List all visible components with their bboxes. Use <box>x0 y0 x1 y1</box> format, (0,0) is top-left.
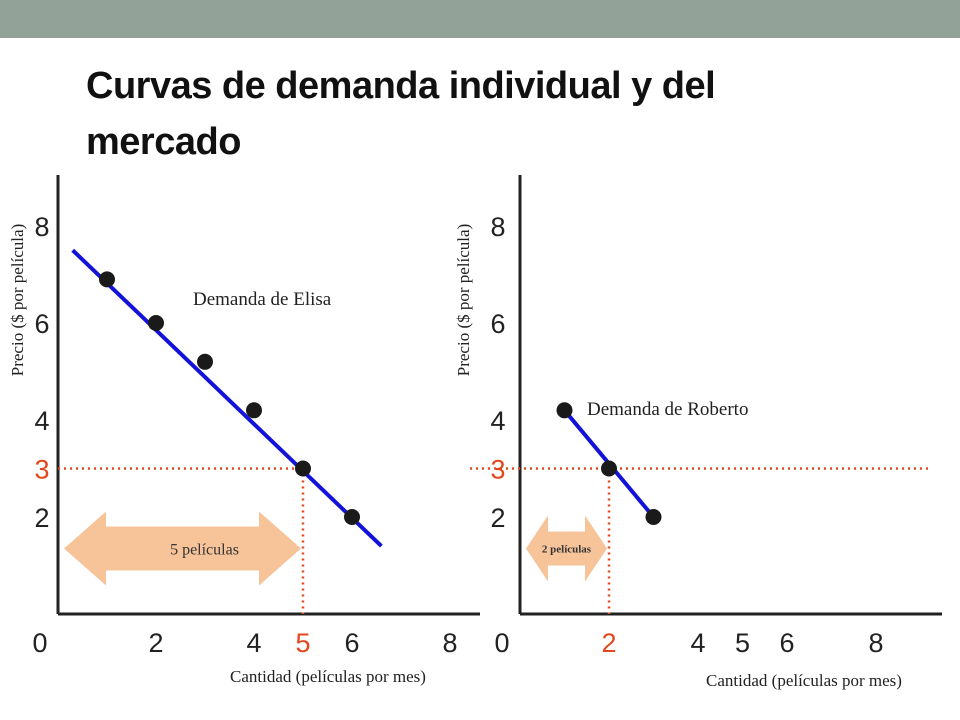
x-tick-label: 5 <box>295 628 310 658</box>
slide-top-bar <box>0 0 960 38</box>
x-tick-label: 2 <box>601 628 616 658</box>
y-tick-label: 4 <box>34 406 49 436</box>
y-tick-label: 8 <box>490 212 505 242</box>
demand-point <box>148 315 164 331</box>
y-tick-label: 4 <box>490 406 505 436</box>
demand-curve-label: Demanda de Elisa <box>193 289 332 310</box>
y-tick-label: 2 <box>34 503 49 533</box>
y-tick-label: 3 <box>34 455 49 485</box>
demand-point <box>344 509 360 525</box>
x-tick-label: 8 <box>868 628 883 658</box>
x-tick-label: 6 <box>344 628 359 658</box>
demand-curve-label: Demanda de Roberto <box>587 399 748 420</box>
y-tick-label: 8 <box>34 212 49 242</box>
quantity-arrow-label: 2 películas <box>542 544 592 556</box>
demand-point <box>99 271 115 288</box>
y-tick-label: 3 <box>490 455 505 485</box>
demand-curve <box>71 248 383 548</box>
slide-title: Curvas de demanda individual y del merca… <box>86 65 716 163</box>
demand-point <box>246 402 262 419</box>
demand-point <box>645 509 662 525</box>
demand-point <box>601 460 617 477</box>
x-axis-label: Cantidad (películas por mes) <box>230 667 426 686</box>
x-axis-label: Cantidad (películas por mes) <box>706 671 902 690</box>
quantity-arrow-label: 5 películas <box>170 542 239 559</box>
y-tick-label: 6 <box>34 309 49 339</box>
demand-point <box>556 402 573 419</box>
demand-panel-1: 2 3 4 6 8 0 2 4 5 6 8 Cantidad (películas por mes) P… <box>8 175 480 686</box>
y-tick-label: 6 <box>490 309 505 339</box>
y-axis-label: Precio ($ por película) <box>454 224 473 376</box>
x-tick-label: 4 <box>690 628 705 658</box>
x-tick-label: 0 <box>494 628 509 658</box>
x-tick-label: 2 <box>148 628 163 658</box>
x-tick-label: 8 <box>442 628 457 658</box>
x-tick-label: 6 <box>779 628 794 658</box>
x-tick-label: 4 <box>246 628 261 658</box>
demand-point <box>295 460 311 477</box>
y-tick-label: 2 <box>490 503 505 533</box>
demand-point <box>197 353 213 370</box>
x-tick-label: 0 <box>32 628 47 658</box>
x-tick-label: 5 <box>735 628 750 658</box>
quantity-double-arrow <box>64 511 301 586</box>
y-axis-label: Precio ($ por película) <box>8 224 27 376</box>
quantity-double-arrow <box>526 515 607 582</box>
